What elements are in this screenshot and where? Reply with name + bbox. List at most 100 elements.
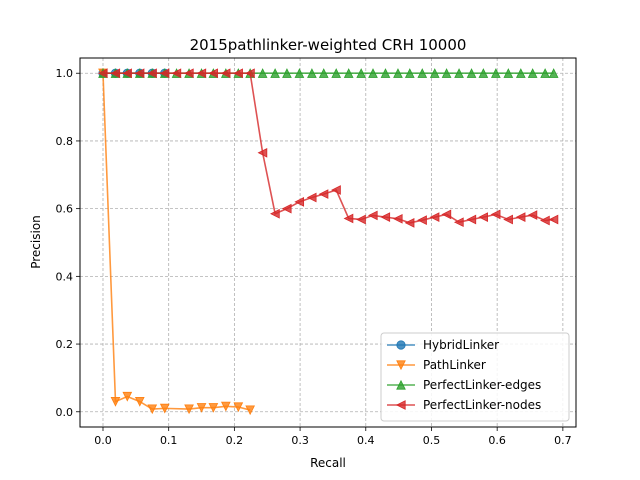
data-point-perfectlinker-nodes [490, 209, 501, 220]
legend-marker [395, 400, 406, 410]
data-point-pathlinker [122, 391, 133, 402]
y-tick-label: 1.0 [56, 67, 74, 80]
x-tick-label: 0.5 [423, 434, 441, 447]
y-axis-label: Precision [29, 215, 43, 269]
data-point-perfectlinker-nodes [257, 147, 268, 158]
x-tick-label: 0.3 [291, 434, 309, 447]
y-tick-label: 0.2 [56, 338, 74, 351]
data-point-perfectlinker-nodes [367, 210, 378, 221]
data-point-perfectlinker-edges [404, 68, 415, 78]
data-point-perfectlinker-nodes [245, 68, 255, 79]
data-point-perfectlinker-nodes [392, 213, 403, 224]
data-point-perfectlinker-nodes [466, 214, 477, 225]
data-point-perfectlinker-nodes [122, 68, 132, 79]
data-point-perfectlinker-nodes [196, 68, 207, 79]
data-point-perfectlinker-nodes [233, 68, 243, 79]
data-point-perfectlinker-edges [368, 68, 378, 78]
data-point-perfectlinker-edges [478, 68, 489, 78]
data-point-perfectlinker-edges [257, 68, 268, 78]
data-point-perfectlinker-nodes [343, 213, 354, 224]
data-point-perfectlinker-edges [548, 68, 559, 78]
grid [80, 58, 576, 427]
data-point-perfectlinker-edges [454, 68, 464, 78]
data-point-pathlinker [196, 403, 207, 413]
data-point-perfectlinker-nodes [147, 68, 157, 79]
data-point-perfectlinker-edges [294, 68, 305, 78]
x-axis: 0.0 0.1 0.2 0.3 0.4 0.5 0.6 0.7 [94, 427, 572, 447]
data-point-pathlinker [220, 401, 231, 412]
legend-marker [396, 360, 406, 371]
y-axis: 0.0 0.2 0.4 0.6 0.8 1.0 [56, 67, 80, 419]
x-tick-label: 0.6 [488, 434, 506, 447]
y-tick-label: 0.0 [56, 406, 74, 419]
data-point-perfectlinker-nodes [220, 68, 231, 79]
legend-entry-hybridlinker: HybridLinker [387, 338, 499, 352]
data-point-perfectlinker-nodes [503, 214, 513, 225]
data-point-perfectlinker-edges [429, 68, 440, 78]
x-tick-label: 0.7 [554, 434, 572, 447]
data-point-perfectlinker-edges [503, 68, 514, 78]
series-perfectlinker-nodes [97, 68, 559, 228]
data-point-perfectlinker-nodes [281, 203, 292, 214]
data-point-perfectlinker-nodes [540, 215, 550, 226]
data-point-perfectlinker-nodes [331, 185, 341, 195]
data-point-perfectlinker-nodes [159, 68, 170, 79]
data-point-perfectlinker-nodes [356, 214, 366, 225]
data-point-perfectlinker-edges [515, 68, 526, 78]
legend-marker [396, 379, 406, 390]
data-point-pathlinker [245, 405, 255, 416]
data-point-pathlinker [233, 402, 244, 413]
data-point-perfectlinker-edges [318, 68, 329, 78]
x-axis-label: Recall [310, 456, 346, 470]
data-point-perfectlinker-nodes [527, 210, 538, 220]
data-point-pathlinker [134, 397, 145, 407]
data-point-perfectlinker-edges [441, 68, 452, 78]
x-tick-label: 0.0 [94, 434, 112, 447]
series-layer [97, 68, 559, 416]
x-tick-label: 0.1 [160, 434, 178, 447]
legend-label: PerfectLinker-nodes [423, 398, 541, 412]
data-point-perfectlinker-nodes [183, 68, 194, 79]
data-point-perfectlinker-nodes [404, 218, 415, 228]
y-tick-label: 0.8 [56, 135, 74, 148]
data-point-pathlinker [147, 404, 158, 415]
y-tick-label: 0.4 [56, 270, 74, 283]
legend-entry-pathlinker: PathLinker [387, 358, 486, 372]
data-point-perfectlinker-nodes [453, 217, 464, 228]
data-point-perfectlinker-nodes [380, 212, 391, 222]
data-point-perfectlinker-edges [466, 68, 477, 78]
data-point-perfectlinker-edges [356, 68, 367, 78]
data-point-pathlinker [110, 397, 121, 407]
data-point-pathlinker [208, 403, 219, 413]
x-tick-label: 0.4 [357, 434, 375, 447]
data-point-perfectlinker-edges [417, 68, 428, 78]
data-point-perfectlinker-nodes [478, 212, 488, 222]
data-point-perfectlinker-nodes [294, 197, 305, 207]
data-point-perfectlinker-nodes [318, 189, 329, 199]
data-point-perfectlinker-edges [527, 68, 538, 78]
legend: HybridLinker PathLinker PerfectLinker-edge… [380, 332, 570, 422]
data-point-pathlinker [184, 404, 194, 415]
data-point-perfectlinker-nodes [208, 68, 218, 79]
legend-marker [396, 340, 406, 350]
legend-entry-perfectlinker-nodes: PerfectLinker-nodes [387, 398, 541, 412]
data-point-perfectlinker-nodes [110, 68, 121, 79]
data-point-perfectlinker-nodes [97, 68, 108, 79]
legend-label: PathLinker [423, 358, 486, 372]
data-point-perfectlinker-nodes [548, 214, 559, 225]
data-point-perfectlinker-nodes [429, 212, 440, 222]
data-point-perfectlinker-edges [380, 68, 391, 78]
data-point-perfectlinker-edges [307, 68, 317, 78]
data-point-perfectlinker-edges [270, 68, 280, 78]
x-tick-label: 0.2 [226, 434, 244, 447]
data-point-perfectlinker-edges [343, 68, 354, 78]
series-pathlinker [98, 68, 255, 416]
data-point-perfectlinker-nodes [306, 192, 317, 203]
chart-title: 2015pathlinker-weighted CRH 10000 [190, 36, 467, 54]
data-point-perfectlinker-nodes [441, 209, 452, 220]
data-point-perfectlinker-edges [540, 68, 550, 78]
legend-label: PerfectLinker-edges [423, 378, 541, 392]
data-point-perfectlinker-nodes [270, 208, 280, 219]
data-point-perfectlinker-nodes [134, 68, 145, 79]
